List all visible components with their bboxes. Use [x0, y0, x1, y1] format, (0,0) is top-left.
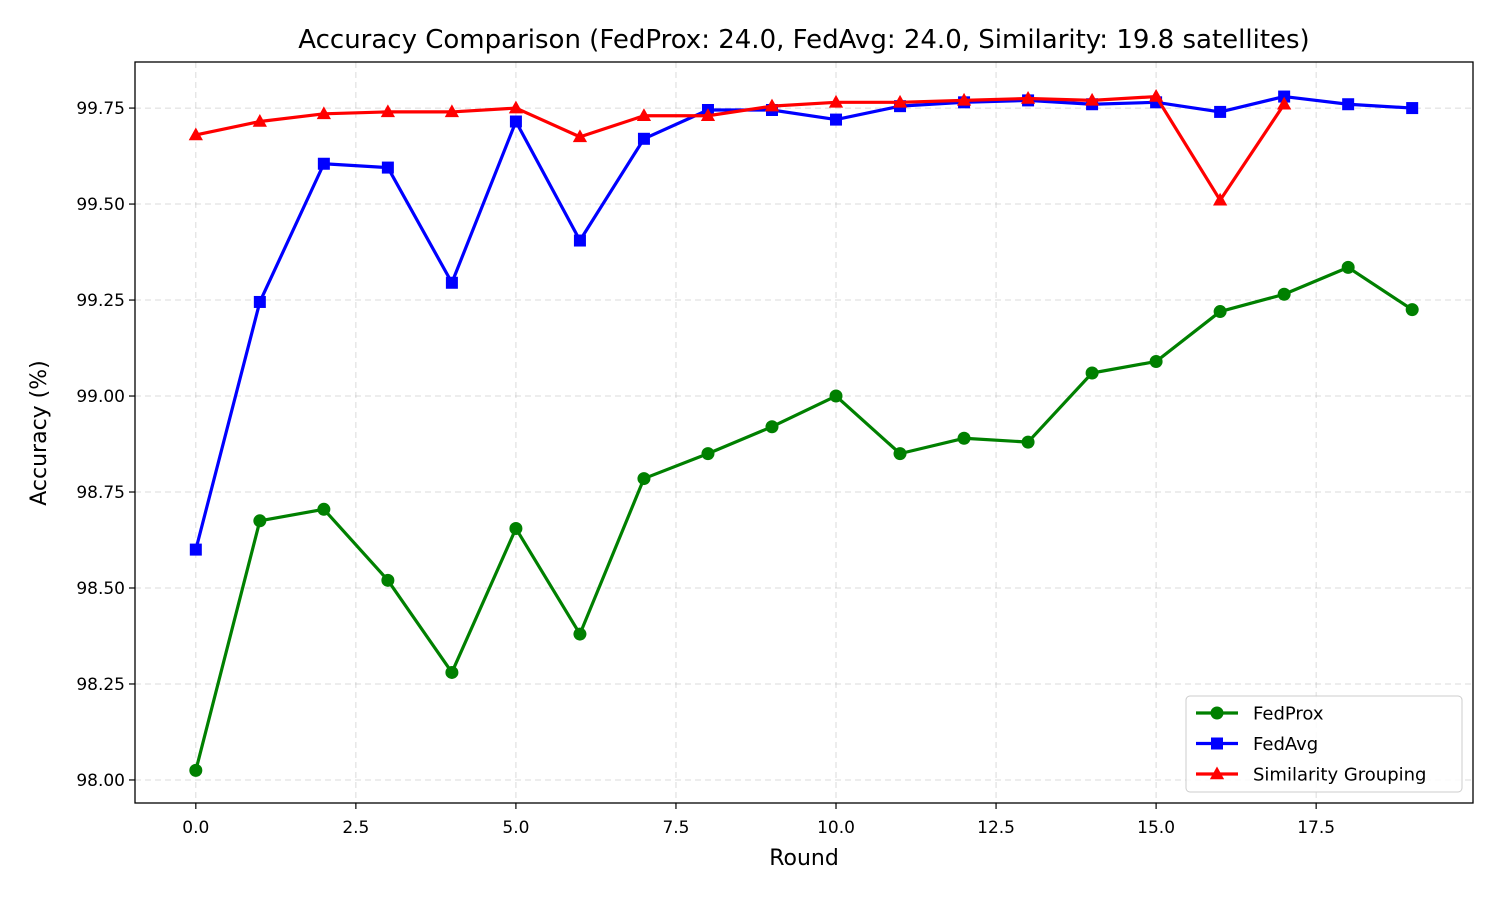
fedavg-point: [637, 132, 650, 145]
legend: FedProx FedAvg Similarity Grouping: [1185, 695, 1463, 793]
fedprox-point: [1149, 354, 1163, 368]
legend-label: FedProx: [1253, 704, 1324, 725]
similarity-grouping-line: [195, 94, 1286, 202]
fedprox-point: [381, 573, 395, 587]
x-axis-ticks: 0.0 2.5 5.0 7.5 10.0 12.5 15.0 17.5: [182, 803, 1335, 838]
similarity-grouping-point: [1212, 192, 1228, 206]
fedavg-point: [830, 113, 843, 126]
x-tick-label: 2.5: [342, 818, 369, 838]
fedavg-point: [381, 161, 394, 174]
similarity-grouping-point: [1148, 89, 1164, 102]
y-tick-label: 98.25: [76, 675, 125, 695]
fedavg-line: [194, 94, 1413, 551]
x-tick-label: 7.5: [662, 818, 689, 838]
fedavg-point: [445, 276, 458, 289]
fedprox-point: [893, 447, 907, 461]
x-axis-label: Round: [769, 846, 839, 871]
similarity-grouping-point: [892, 94, 908, 108]
similarity-grouping-point: [636, 108, 652, 122]
legend-items: FedProx FedAvg Similarity Grouping: [1196, 704, 1426, 786]
legend-box: [1185, 695, 1463, 793]
fedavg-point: [1342, 98, 1355, 111]
fedprox-point: [1405, 303, 1419, 317]
fedprox-point: [189, 763, 203, 777]
similarity-grouping-point: [188, 127, 203, 141]
fedavg-point: [1406, 102, 1419, 115]
similarity-grouping-point: [956, 92, 972, 106]
fedprox-point: [957, 431, 971, 445]
fedprox-point: [253, 514, 267, 528]
x-tick-label: 17.5: [1297, 818, 1335, 838]
fedprox-point: [1021, 435, 1035, 449]
fedprox-point: [1277, 287, 1291, 301]
similarity-grouping-point: [828, 94, 844, 108]
y-axis-ticks: 98.00 98.25 98.50 98.75 99.00 99.25 99.50 99.75: [76, 99, 135, 791]
fedprox-point: [573, 627, 587, 641]
legend-swatch-marker: [1210, 706, 1224, 720]
y-tick-label: 99.50: [76, 195, 125, 215]
x-tick-label: 15.0: [1137, 818, 1175, 838]
chart-title: Accuracy Comparison (FedProx: 24.0, FedA…: [298, 25, 1309, 55]
fedavg-point: [573, 234, 586, 247]
legend-item-fedavg: FedAvg: [1196, 734, 1318, 755]
legend-item-fedprox: FedProx: [1196, 704, 1324, 725]
similarity-grouping-point: [764, 98, 780, 112]
x-tick-label: 10.0: [817, 818, 855, 838]
series-fedavg: [189, 90, 1419, 556]
similarity-grouping-point: [700, 108, 716, 122]
fedprox-point: [701, 447, 715, 461]
fedavg-point: [509, 115, 522, 128]
fedavg-point: [317, 157, 330, 170]
similarity-grouping-point: [316, 106, 331, 120]
x-tick-label: 5.0: [502, 818, 529, 838]
similarity-grouping-point: [1020, 90, 1036, 104]
legend-swatch-marker: [1211, 737, 1223, 750]
y-tick-label: 99.00: [76, 387, 125, 407]
x-tick-label: 0.0: [182, 818, 209, 838]
series-layer: [188, 89, 1419, 777]
similarity-grouping-point: [444, 104, 460, 118]
x-tick-label: 12.5: [977, 818, 1015, 838]
plot-frame: [134, 61, 1474, 804]
legend-label: Similarity Grouping: [1253, 765, 1426, 786]
similarity-grouping-point: [1277, 96, 1292, 110]
fedprox-point: [765, 420, 779, 434]
fedprox-point: [317, 502, 331, 516]
similarity-grouping-point: [1084, 92, 1100, 106]
y-tick-label: 98.00: [76, 771, 125, 791]
fedprox-point: [1213, 305, 1227, 319]
legend-swatch-marker: [1209, 766, 1225, 780]
similarity-grouping-point: [508, 100, 524, 114]
legend-item-similarity-grouping: Similarity Grouping: [1196, 765, 1426, 786]
fedprox-point: [1085, 366, 1099, 380]
fedavg-point: [1214, 105, 1227, 118]
y-axis-label: Accuracy (%): [27, 360, 52, 506]
similarity-grouping-point: [252, 114, 267, 127]
fedprox-line: [194, 265, 1414, 771]
y-tick-label: 99.25: [76, 291, 125, 311]
fedavg-point: [189, 543, 202, 556]
fedprox-point: [637, 472, 651, 486]
y-tick-label: 98.50: [76, 579, 125, 599]
y-tick-label: 98.75: [76, 483, 125, 503]
similarity-grouping-point: [380, 104, 396, 118]
series-fedprox: [189, 260, 1419, 777]
y-tick-label: 99.75: [76, 99, 125, 119]
fedprox-point: [1341, 260, 1355, 274]
fedprox-point: [829, 389, 843, 403]
fedavg-point: [1278, 90, 1291, 103]
fedprox-point: [445, 665, 459, 679]
series-similarity-grouping: [188, 89, 1292, 206]
fedprox-point: [509, 521, 523, 535]
grid-lines: [135, 62, 1473, 803]
similarity-grouping-point: [572, 129, 588, 143]
fedavg-point: [253, 295, 266, 308]
legend-label: FedAvg: [1253, 734, 1318, 755]
